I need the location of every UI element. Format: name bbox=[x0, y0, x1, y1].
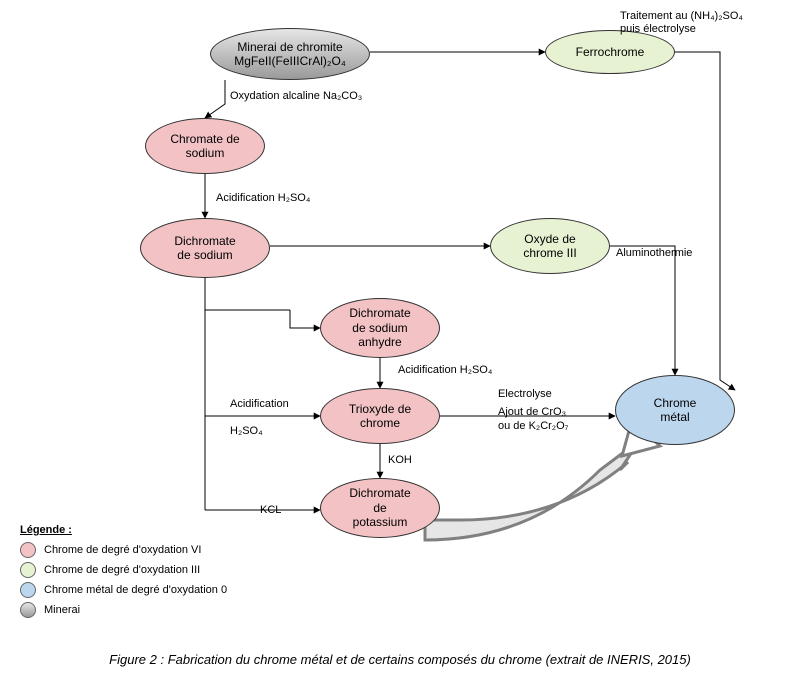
node-chrome-metal: Chromemétal bbox=[615, 375, 735, 445]
legend-label: Chrome de degré d'oxydation VI bbox=[44, 544, 201, 556]
legend-label: Chrome métal de degré d'oxydation 0 bbox=[44, 584, 227, 596]
edge-label-oxy-alc: Oxydation alcaline Na₂CO₃ bbox=[230, 90, 362, 103]
legend-swatch-green bbox=[20, 562, 36, 578]
legend-swatch-pink bbox=[20, 542, 36, 558]
edge-label-acid2: Acidification H₂SO₄ bbox=[398, 364, 492, 377]
node-oxyde-cr3: Oxyde dechrome III bbox=[490, 218, 610, 274]
legend-item: Chrome métal de degré d'oxydation 0 bbox=[20, 582, 227, 598]
edge-label-acid3b: H₂SO₄ bbox=[230, 425, 263, 438]
node-chromate-na: Chromate desodium bbox=[145, 118, 265, 174]
flowchart-canvas: Minerai de chromiteMgFeII(FeIIICrAl)₂O₄ … bbox=[0, 0, 800, 675]
node-label: Dichromatedepotassium bbox=[349, 486, 410, 529]
node-label: Minerai de chromiteMgFeII(FeIIICrAl)₂O₄ bbox=[234, 40, 346, 69]
edge-label-acid3a: Acidification bbox=[230, 398, 289, 411]
legend-label: Minerai bbox=[44, 604, 80, 616]
node-dichromate-k: Dichromatedepotassium bbox=[320, 478, 440, 538]
node-trioxyde: Trioxyde dechrome bbox=[320, 388, 440, 444]
legend-item: Chrome de degré d'oxydation III bbox=[20, 562, 227, 578]
edge-label-electro: Electrolyse bbox=[498, 388, 552, 401]
node-label: Trioxyde dechrome bbox=[349, 402, 411, 431]
edge-label-nh4so4: Traitement au (NH₄)₂SO₄puis électrolyse bbox=[620, 10, 743, 36]
legend-swatch-gray bbox=[20, 602, 36, 618]
node-dichromate-anhydre: Dichromatede sodiumanhydre bbox=[320, 298, 440, 358]
edge-label-ajout1: Ajout de CrO₃ bbox=[498, 406, 566, 419]
legend-item: Minerai bbox=[20, 602, 227, 618]
edge-label-alumino: Aluminothermie bbox=[616, 247, 692, 260]
legend: Légende : Chrome de degré d'oxydation VI… bbox=[20, 524, 227, 622]
node-label: Oxyde dechrome III bbox=[523, 232, 576, 261]
edge-label-koh: KOH bbox=[388, 454, 412, 467]
node-label: Ferrochrome bbox=[576, 45, 645, 59]
legend-item: Chrome de degré d'oxydation VI bbox=[20, 542, 227, 558]
node-label: Dichromatede sodium bbox=[174, 234, 235, 263]
legend-title: Légende : bbox=[20, 524, 227, 536]
node-dichromate-na: Dichromatede sodium bbox=[140, 218, 270, 278]
legend-label: Chrome de degré d'oxydation III bbox=[44, 564, 200, 576]
figure-caption: Figure 2 : Fabrication du chrome métal e… bbox=[0, 652, 800, 667]
legend-swatch-blue bbox=[20, 582, 36, 598]
node-label: Chromemétal bbox=[654, 396, 697, 425]
edge-label-ajout2: ou de K₂Cr₂O₇ bbox=[498, 420, 568, 433]
node-chromite: Minerai de chromiteMgFeII(FeIIICrAl)₂O₄ bbox=[210, 28, 370, 80]
edge-label-kcl: KCL bbox=[260, 504, 281, 517]
node-label: Chromate desodium bbox=[170, 132, 239, 161]
edge-label-acid1: Acidification H₂SO₄ bbox=[216, 192, 310, 205]
node-label: Dichromatede sodiumanhydre bbox=[349, 306, 410, 349]
node-ferrochrome: Ferrochrome bbox=[545, 30, 675, 74]
